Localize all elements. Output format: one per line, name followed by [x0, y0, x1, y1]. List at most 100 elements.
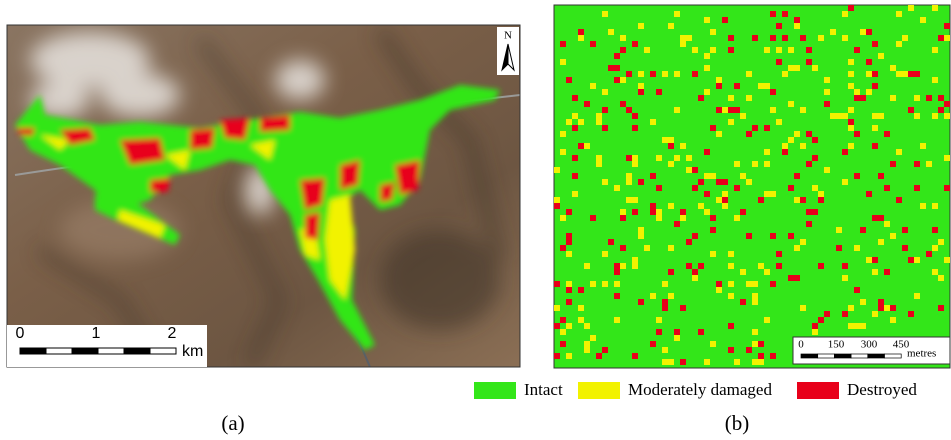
damage-cell [632, 155, 638, 161]
damage-cell [890, 65, 896, 71]
damage-cell [788, 47, 794, 53]
satellite-image [7, 25, 520, 367]
damage-cell [764, 317, 770, 323]
damage-cell [752, 359, 758, 365]
damage-cell [848, 305, 854, 311]
damage-cell [626, 173, 632, 179]
damage-cell [704, 17, 710, 23]
damage-cell [578, 287, 584, 293]
damage-cell [860, 95, 866, 101]
damage-cell [752, 341, 758, 347]
damage-cell [584, 263, 590, 269]
damage-cell [584, 347, 590, 353]
damage-cell [620, 77, 626, 83]
damage-cell [680, 359, 686, 365]
damage-cell [836, 245, 842, 251]
damage-cell [818, 263, 824, 269]
damage-cell [884, 185, 890, 191]
damage-cell [698, 203, 704, 209]
damage-cell [860, 323, 866, 329]
damage-cell [632, 197, 638, 203]
damage-cell [776, 251, 782, 257]
damage-cell [944, 23, 950, 29]
scale-label: 300 [861, 339, 878, 351]
damage-cell [680, 143, 686, 149]
damage-cell [656, 155, 662, 161]
damage-cell [848, 71, 854, 77]
north-label: N [504, 30, 512, 42]
damage-cell [650, 341, 656, 347]
damage-cell [776, 263, 782, 269]
damage-cell [872, 125, 878, 131]
damage-cell [770, 191, 776, 197]
damage-cell [842, 11, 848, 17]
damage-cell [776, 23, 782, 29]
damage-cell [872, 143, 878, 149]
damage-cell [650, 293, 656, 299]
damage-cell [560, 329, 566, 335]
damage-cell [596, 353, 602, 359]
damage-cell [806, 59, 812, 65]
damage-cell [668, 203, 674, 209]
damage-cell [554, 323, 560, 329]
damage-cell [854, 89, 860, 95]
damage-cell [662, 281, 668, 287]
damage-cell [578, 119, 584, 125]
damage-cell [770, 89, 776, 95]
damage-cell [734, 359, 740, 365]
damage-cell [914, 71, 920, 77]
damage-cell [878, 305, 884, 311]
legend-label: Intact [524, 380, 563, 399]
damage-cell [602, 11, 608, 17]
damage-cell [800, 35, 806, 41]
damage-cell [914, 95, 920, 101]
damage-cell [938, 275, 944, 281]
damage-cell [722, 197, 728, 203]
damage-cell [710, 29, 716, 35]
scale-unit: metres [907, 348, 936, 360]
damage-cell [566, 233, 572, 239]
damage-cell [860, 29, 866, 35]
damage-cell [824, 101, 830, 107]
damage-cell [854, 323, 860, 329]
damage-cell [590, 281, 596, 287]
damage-cell [884, 221, 890, 227]
damage-cell [668, 359, 674, 365]
damage-cell [722, 191, 728, 197]
damage-cell [932, 5, 938, 11]
damage-cell [794, 197, 800, 203]
damage-cell [638, 299, 644, 305]
scale-segment [851, 354, 868, 358]
damage-cell [632, 125, 638, 131]
damage-cell [602, 179, 608, 185]
damage-cell [680, 305, 686, 311]
damage-cell [812, 209, 818, 215]
damage-cell [602, 251, 608, 257]
damage-cell [926, 95, 932, 101]
damage-cell [848, 143, 854, 149]
figure: N 012km 0150300450metres IntactModeratel… [0, 0, 951, 440]
damage-cell [722, 107, 728, 113]
damage-cell [722, 203, 728, 209]
damage-cell [632, 161, 638, 167]
damage-cell [782, 71, 788, 77]
damage-cell [602, 125, 608, 131]
damage-cell [560, 149, 566, 155]
damage-cell [638, 83, 644, 89]
damage-cell [776, 59, 782, 65]
damage-cell [650, 119, 656, 125]
damage-cell [560, 131, 566, 137]
damage-cell [578, 35, 584, 41]
damage-cell [770, 107, 776, 113]
damage-cell [566, 239, 572, 245]
damage-cell [932, 269, 938, 275]
damage-cell [572, 173, 578, 179]
damage-cell [686, 263, 692, 269]
damage-cell [632, 209, 638, 215]
damage-cell [848, 59, 854, 65]
damage-cell [656, 215, 662, 221]
damage-cell [614, 269, 620, 275]
damage-cell [944, 257, 950, 263]
damage-cell [872, 311, 878, 317]
damage-cell [746, 71, 752, 77]
